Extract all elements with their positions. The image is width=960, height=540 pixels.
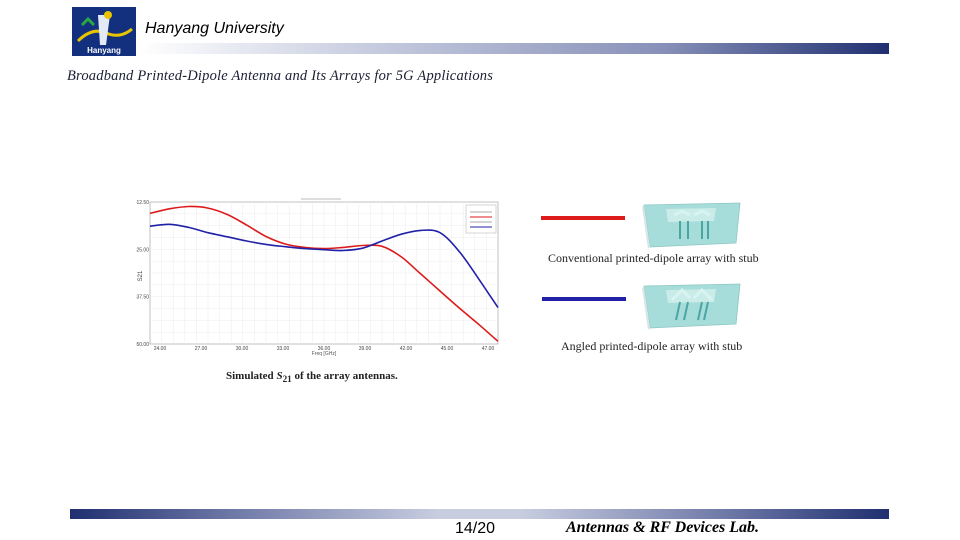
legend-label-conventional: Conventional printed-dipole array with s… xyxy=(548,251,759,265)
y-tick-label: -50.00 xyxy=(136,342,149,348)
series-line-conventional xyxy=(149,205,499,342)
x-ticks: 24.00 27.00 30.00 33.00 36.00 39.00 42.00 45.00… xyxy=(154,346,495,352)
x-tick-label: 39.00 xyxy=(359,346,372,352)
footer-gradient-bar xyxy=(70,509,889,519)
x-tick-label: 36.00 xyxy=(318,346,331,352)
caption-symbol: S xyxy=(276,370,283,382)
legend-box xyxy=(465,204,497,234)
legend-label-angled: Angled printed-dipole array with stub xyxy=(561,339,743,353)
x-axis-label: Freq [GHz] xyxy=(312,351,337,357)
slide-title: Broadband Printed-Dipole Antenna and Its… xyxy=(67,68,494,84)
y-ticks: -12.50 -25.00 -37.50 -50.00 xyxy=(136,200,149,348)
y-tick-label: -25.00 xyxy=(136,247,149,253)
y-axis-label: S21 xyxy=(138,270,144,281)
legend-line-conventional xyxy=(541,216,625,220)
caption-prefix: Simulated xyxy=(226,370,277,382)
x-tick-label: 24.00 xyxy=(154,346,167,352)
x-tick-label: 47.00 xyxy=(482,346,495,352)
series-line-angled xyxy=(149,223,499,309)
university-name: Hanyang University xyxy=(145,20,284,37)
caption-suffix: of the array antennas. xyxy=(291,370,398,382)
legend-line-angled xyxy=(542,297,626,301)
y-tick-label: -12.50 xyxy=(136,200,149,206)
x-tick-label: 42.00 xyxy=(400,346,413,352)
series-group xyxy=(149,205,499,342)
header-gradient-bar xyxy=(139,43,889,54)
y-tick-label: -37.50 xyxy=(136,295,149,301)
x-tick-label: 27.00 xyxy=(195,346,208,352)
figure-caption: Simulated S21 of the array antennas. xyxy=(226,370,398,384)
hanyang-logo: Hanyang xyxy=(72,7,136,56)
s21-chart: -12.50 -25.00 -37.50 -50.00 24.00 27.00 30.00… xyxy=(136,198,499,357)
angled-array-image xyxy=(642,283,741,330)
x-tick-label: 33.00 xyxy=(277,346,290,352)
grid xyxy=(150,202,498,344)
logo-text: Hanyang xyxy=(87,46,121,55)
caption-subscript: 21 xyxy=(282,374,292,385)
page-number: 14/20 xyxy=(455,520,496,537)
lab-name: Antennas & RF Devices Lab. xyxy=(566,519,760,536)
x-tick-label: 45.00 xyxy=(441,346,454,352)
conventional-array-image xyxy=(642,202,741,249)
x-tick-label: 30.00 xyxy=(236,346,249,352)
